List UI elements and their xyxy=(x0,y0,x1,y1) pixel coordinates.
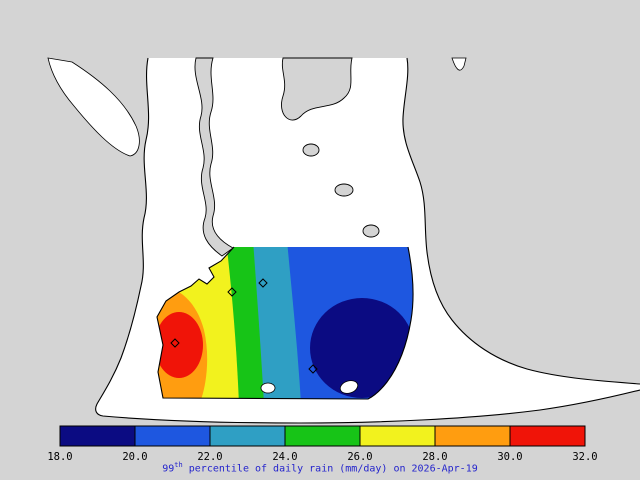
caption-value: 99 xyxy=(162,463,175,475)
station-marker xyxy=(170,338,180,348)
colorbar-cell xyxy=(434,425,511,447)
caption-text: percentile of daily rain (mm/day) on 202… xyxy=(182,463,478,475)
colorbar-tick-label: 22.0 xyxy=(197,451,222,463)
fjord-inlet xyxy=(47,57,140,157)
colorbar-tick-label: 20.0 xyxy=(122,451,147,463)
station-markers xyxy=(170,278,318,374)
small-inlet xyxy=(451,57,467,71)
colorbar-tick-label: 24.0 xyxy=(272,451,297,463)
colorbar-tick-label: 32.0 xyxy=(572,451,597,463)
caption-superscript: th xyxy=(174,461,183,469)
colorbar-cell xyxy=(359,425,436,447)
island-strip xyxy=(194,57,234,257)
rain-min-center-18-20 xyxy=(310,298,414,398)
station-marker xyxy=(308,364,318,374)
colorbar-cell xyxy=(509,425,586,447)
rain-max-center-30-32 xyxy=(157,312,203,378)
lake xyxy=(260,382,276,394)
colorbar: 18.0 20.0 22.0 24.0 26.0 28.0 30.0 32.0 xyxy=(47,425,598,463)
colorbar-tick-label: 28.0 xyxy=(422,451,447,463)
lake xyxy=(339,380,359,394)
colorbar-tick-label: 26.0 xyxy=(347,451,372,463)
small-island xyxy=(362,224,380,238)
coastline-west xyxy=(95,57,640,424)
peninsula-coastline xyxy=(156,246,414,400)
small-island xyxy=(302,143,320,157)
colorbar-tick-label: 18.0 xyxy=(47,451,72,463)
colorbar-cell xyxy=(134,425,211,447)
colorbar-cell xyxy=(59,425,136,447)
colorbar-cell xyxy=(209,425,286,447)
station-marker xyxy=(227,287,237,297)
colorbar-caption: 99th percentile of daily rain (mm/day) o… xyxy=(0,461,640,474)
coastline-east xyxy=(402,57,640,385)
small-island xyxy=(334,183,354,197)
station-marker xyxy=(258,278,268,288)
colorbar-cell xyxy=(284,425,361,447)
island-cluster xyxy=(281,57,353,121)
colorbar-tick-label: 30.0 xyxy=(497,451,522,463)
